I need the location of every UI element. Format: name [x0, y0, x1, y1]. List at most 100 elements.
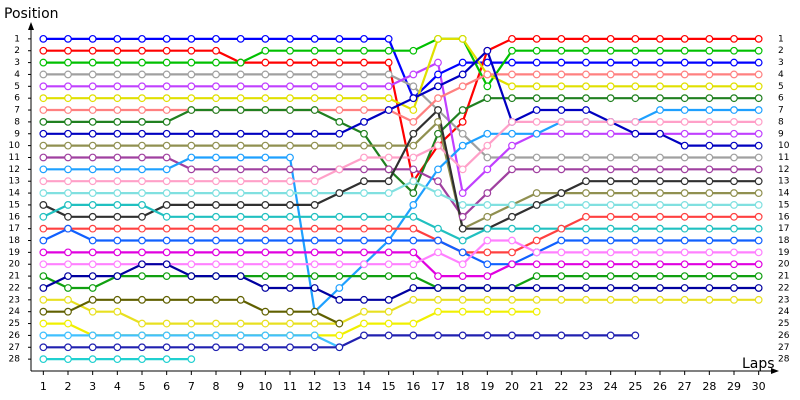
lap-point	[532, 284, 541, 292]
lap-point	[88, 284, 97, 292]
lap-point	[212, 153, 220, 162]
lap-point	[162, 260, 171, 269]
lap-point	[138, 260, 146, 269]
lap-point	[39, 70, 48, 79]
lap-point	[483, 272, 492, 281]
lap-point	[187, 58, 196, 67]
lap-point	[88, 224, 97, 233]
lap-point	[532, 34, 541, 43]
lap-point	[582, 117, 590, 126]
lap-point	[88, 248, 97, 257]
lap-point	[187, 70, 196, 79]
lap-point	[631, 248, 640, 257]
lap-point	[705, 129, 714, 138]
race-line	[43, 97, 759, 196]
lap-point	[434, 295, 442, 304]
lap-point	[88, 70, 97, 79]
lap-point	[656, 224, 664, 233]
lap-point	[286, 153, 294, 162]
lap-point	[187, 165, 196, 174]
lap-point	[286, 141, 294, 150]
lap-point	[113, 129, 122, 138]
lap-point	[483, 260, 492, 269]
lap-point	[187, 236, 196, 245]
race-line	[42, 227, 759, 266]
lap-point	[754, 34, 763, 43]
lap-point	[138, 177, 146, 186]
y-tick-label: 22	[9, 283, 20, 293]
lap-point	[113, 295, 122, 304]
lap-point	[508, 295, 516, 304]
race-line	[42, 275, 759, 290]
lap-point	[557, 106, 566, 114]
lap-point	[286, 34, 294, 43]
y-tick-label-right: 17	[778, 224, 789, 234]
lap-point	[310, 201, 319, 209]
lap-point	[754, 165, 763, 174]
lap-point	[680, 141, 689, 150]
lap-point	[335, 343, 344, 352]
lap-point	[582, 260, 590, 269]
lap-point	[409, 141, 418, 150]
lap-point	[187, 272, 196, 281]
lap-point	[187, 106, 196, 114]
lap-point	[458, 307, 467, 316]
lap-point	[286, 343, 294, 352]
lap-point	[557, 295, 566, 304]
y-tick-label-right: 7	[778, 106, 784, 116]
lap-point	[705, 272, 714, 281]
x-tick-label: 29	[727, 380, 741, 393]
lap-point	[680, 260, 689, 269]
lap-point	[606, 189, 615, 197]
lap-point	[458, 189, 467, 197]
lap-point	[705, 46, 714, 55]
y-tick-label: 1	[14, 34, 20, 44]
y-tick-label-right: 2	[778, 46, 784, 56]
lap-point	[360, 117, 368, 126]
lap-point	[310, 260, 319, 269]
lap-point	[286, 177, 294, 186]
lap-point	[360, 94, 368, 103]
lap-point	[187, 295, 196, 304]
lap-point	[631, 117, 640, 126]
lap-point	[458, 295, 467, 304]
lap-point	[360, 177, 368, 186]
lap-point	[582, 177, 590, 186]
lap-point	[113, 201, 122, 209]
x-tick-label: 10	[258, 380, 272, 393]
lap-point	[113, 224, 122, 233]
lap-point	[39, 129, 48, 138]
lap-point	[384, 70, 393, 79]
lap-point	[212, 58, 220, 67]
lap-point	[631, 212, 640, 221]
lap-point	[730, 236, 738, 245]
lap-point	[64, 319, 72, 328]
lap-point	[680, 295, 689, 304]
lap-point	[754, 272, 763, 281]
lap-point	[39, 141, 48, 150]
x-tick-label: 24	[604, 380, 618, 393]
lap-point	[705, 260, 714, 269]
lap-point	[557, 82, 566, 91]
x-tick-label: 26	[653, 380, 667, 393]
lap-point	[113, 331, 122, 340]
lap-point	[384, 260, 393, 269]
race-line	[43, 120, 759, 183]
lap-point	[39, 236, 48, 245]
lap-point	[705, 141, 714, 150]
lap-point	[335, 319, 344, 328]
lap-point	[705, 295, 714, 304]
x-tick-label: 27	[678, 380, 692, 393]
lap-point	[483, 201, 492, 209]
lap-point	[236, 141, 245, 150]
lap-point	[754, 212, 763, 221]
race-line	[43, 37, 759, 101]
lap-point	[162, 141, 171, 150]
lap-point	[458, 106, 467, 114]
lap-point	[113, 177, 122, 186]
y-tick-label: 20	[9, 260, 21, 270]
lap-point	[113, 189, 122, 197]
lap-point	[754, 284, 763, 292]
lap-point	[730, 189, 738, 197]
lap-point	[409, 295, 418, 304]
